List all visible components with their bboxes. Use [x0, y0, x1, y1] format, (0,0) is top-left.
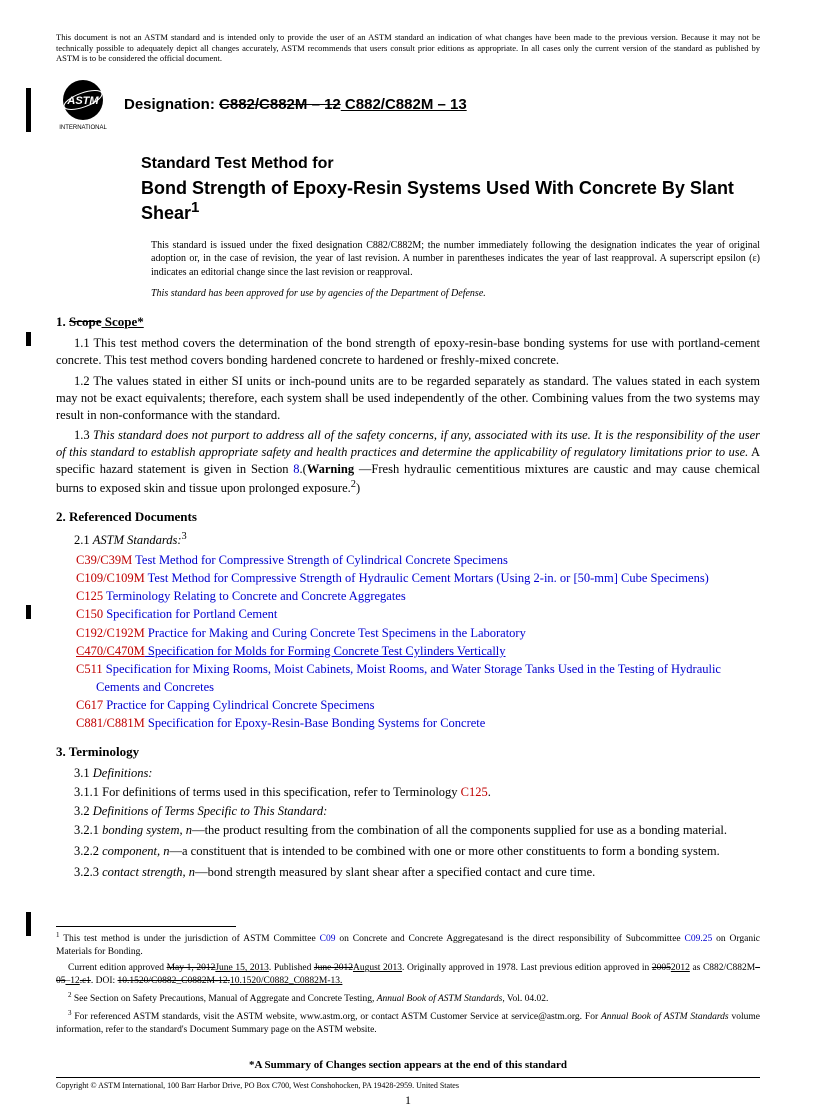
para-1-3: 1.3 This standard does not purport to ad… — [56, 427, 760, 497]
page-number: 1 — [56, 1093, 760, 1109]
para-1-2: 1.2 The values stated in either SI units… — [56, 373, 760, 424]
ref-title-link[interactable]: Specification for Molds for Forming Conc… — [145, 644, 506, 658]
footnote-3: 3 For referenced ASTM standards, visit t… — [56, 1009, 760, 1036]
reference-item: C881/C881M Specification for Epoxy-Resin… — [76, 714, 760, 732]
reference-item: C470/C470M Specification for Molds for F… — [76, 642, 760, 660]
link-c09-25[interactable]: C09.25 — [685, 935, 713, 945]
reference-item: C511 Specification for Mixing Rooms, Moi… — [76, 660, 760, 696]
link-c125[interactable]: C125 — [461, 785, 488, 799]
footnote-1: 1 This test method is under the jurisdic… — [56, 931, 760, 958]
reference-item: C617 Practice for Capping Cylindrical Co… — [76, 696, 760, 714]
title-dod: This standard has been approved for use … — [151, 287, 760, 300]
footnote-rule — [56, 926, 236, 927]
footnote-1-line2: Current edition approved May 1, 2012June… — [56, 962, 760, 987]
ref-code-link[interactable]: C470/C470M — [76, 644, 145, 658]
change-bar-scope — [26, 332, 31, 346]
ref-title-link[interactable]: Specification for Epoxy-Resin-Base Bondi… — [145, 716, 486, 730]
link-c09[interactable]: C09 — [320, 935, 336, 945]
ref-code-link[interactable]: C150 — [76, 607, 103, 621]
title-block: Standard Test Method for Bond Strength o… — [141, 154, 760, 300]
ref-title-link[interactable]: Test Method for Compressive Strength of … — [132, 553, 508, 567]
astm-standards-label: 2.1 ASTM Standards:3 — [56, 530, 760, 549]
ref-code-link[interactable]: C881/C881M — [76, 716, 145, 730]
ref-code-link[interactable]: C192/C192M — [76, 626, 145, 640]
reference-item: C150 Specification for Portland Cement — [76, 605, 760, 623]
para-1-1: 1.1 This test method covers the determin… — [56, 335, 760, 369]
ref-code-link[interactable]: C125 — [76, 589, 103, 603]
reference-list: C39/C39M Test Method for Compressive Str… — [76, 551, 760, 732]
astm-logo: ASTM INTERNATIONAL — [56, 78, 110, 132]
footnote-2: 2 See Section on Safety Precautions, Man… — [56, 991, 760, 1006]
section-1-title: 1. Scope Scope* — [56, 314, 760, 331]
change-bar-footnote — [26, 912, 31, 936]
svg-text:INTERNATIONAL: INTERNATIONAL — [59, 125, 107, 131]
ref-title-link[interactable]: Specification for Mixing Rooms, Moist Ca… — [96, 662, 721, 694]
para-3-2-2: 3.2.2 component, n—a constituent that is… — [56, 843, 760, 860]
para-3-1: 3.1 Definitions: — [56, 765, 760, 782]
para-3-2-3: 3.2.3 contact strength, n—bond strength … — [56, 864, 760, 881]
reference-item: C39/C39M Test Method for Compressive Str… — [76, 551, 760, 569]
summary-note: *A Summary of Changes section appears at… — [56, 1058, 760, 1072]
para-3-1-1: 3.1.1 For definitions of terms used in t… — [56, 784, 760, 801]
change-bar-header — [26, 88, 31, 132]
title-eyebrow: Standard Test Method for — [141, 154, 760, 175]
reference-item: C125 Terminology Relating to Concrete an… — [76, 587, 760, 605]
ref-title-link[interactable]: Practice for Capping Cylindrical Concret… — [103, 698, 374, 712]
ref-title-link[interactable]: Test Method for Compressive Strength of … — [145, 571, 709, 585]
ref-code-link[interactable]: C109/C109M — [76, 571, 145, 585]
header-row: ASTM INTERNATIONAL Designation: C882/C88… — [56, 78, 760, 132]
ref-title-link[interactable]: Specification for Portland Cement — [103, 607, 277, 621]
title-main: Bond Strength of Epoxy-Resin Systems Use… — [141, 177, 760, 225]
reference-item: C192/C192M Practice for Making and Curin… — [76, 624, 760, 642]
section-2-title: 2. Referenced Documents — [56, 509, 760, 526]
ref-code-link[interactable]: C617 — [76, 698, 103, 712]
ref-code-link[interactable]: C39/C39M — [76, 553, 132, 567]
ref-title-link[interactable]: Practice for Making and Curing Concrete … — [145, 626, 526, 640]
reference-item: C109/C109M Test Method for Compressive S… — [76, 569, 760, 587]
change-bar-c470 — [26, 605, 31, 619]
ref-code-link[interactable]: C511 — [76, 662, 103, 676]
section-3-title: 3. Terminology — [56, 744, 760, 761]
designation: Designation: C882/C882M – 12 C882/C882M … — [124, 95, 467, 115]
para-3-2: 3.2 Definitions of Terms Specific to Thi… — [56, 803, 760, 820]
title-note: This standard is issued under the fixed … — [151, 239, 760, 280]
para-3-2-1: 3.2.1 bonding system, n—the product resu… — [56, 822, 760, 839]
ref-title-link[interactable]: Terminology Relating to Concrete and Con… — [103, 589, 406, 603]
copyright-line: Copyright © ASTM International, 100 Barr… — [56, 1077, 760, 1091]
svg-text:ASTM: ASTM — [66, 95, 99, 107]
top-notice: This document is not an ASTM standard an… — [56, 32, 760, 64]
